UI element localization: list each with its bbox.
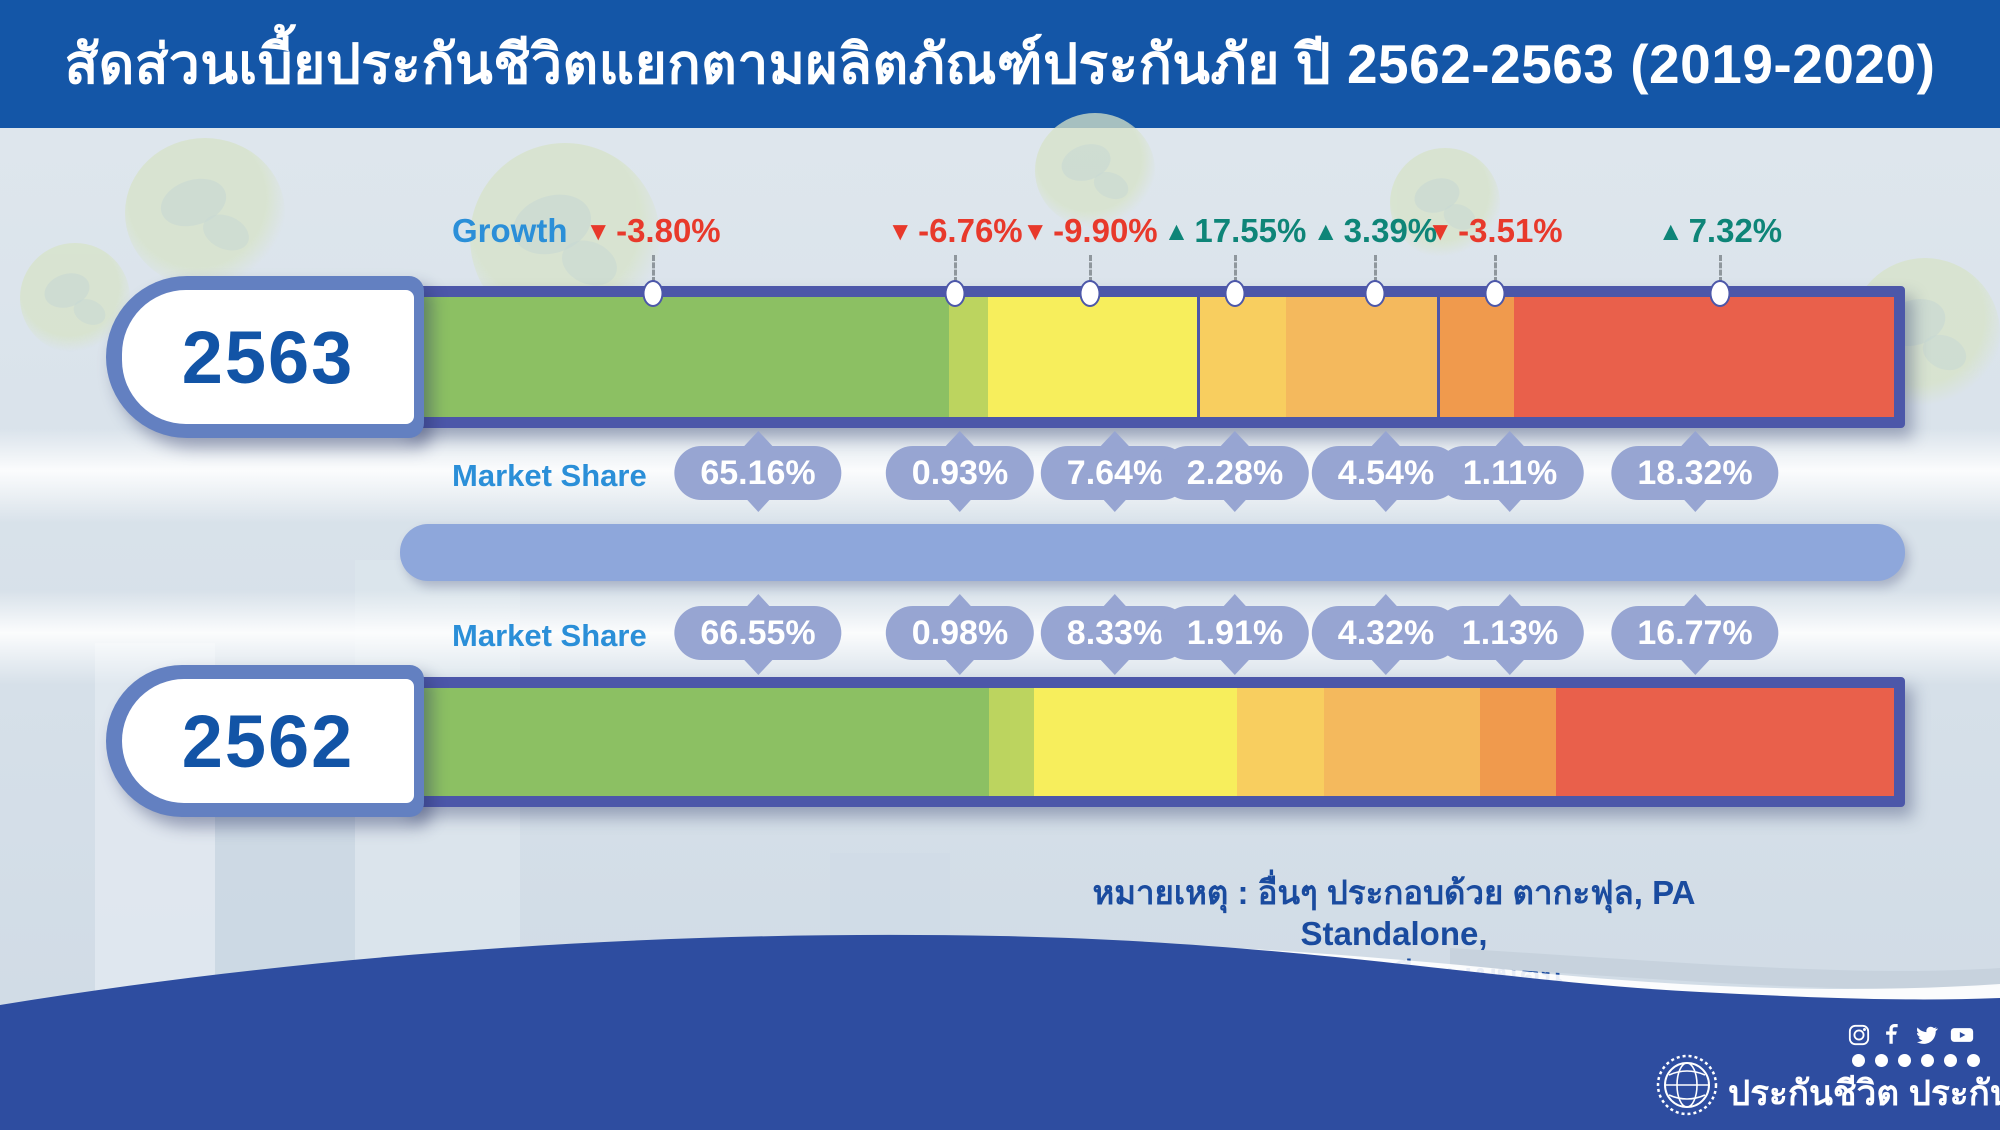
market-share-bubble: 18.32% [1611, 431, 1779, 512]
twitter-icon [1916, 1026, 1938, 1044]
triangle-down-icon: ▼ [1022, 216, 1049, 246]
market-share-bubble: 0.93% [885, 431, 1035, 512]
marker-dot [1709, 280, 1731, 307]
connector-dashed-line [652, 255, 655, 283]
growth-value: ▼ -3.51% [1427, 212, 1562, 250]
segment-2563-group [987, 297, 1200, 417]
association-logo [1656, 1054, 1718, 1121]
year-text: 2562 [181, 699, 355, 783]
wave-gray-stripe [1450, 948, 2000, 989]
segment-2563-riders [1514, 297, 1894, 417]
marker-dot [642, 280, 664, 307]
growth-value: ▲ 7.32% [1658, 212, 1782, 250]
growth-value: ▲ 3.39% [1313, 212, 1437, 250]
marker-dot [1484, 280, 1506, 307]
dot [1898, 1054, 1911, 1067]
growth-value: ▼ -9.90% [1022, 212, 1157, 250]
connector-dashed-line [1494, 255, 1497, 283]
page-title: สัดส่วนเบี้ยประกันชีวิตแยกตามผลิตภัณฑ์ปร… [64, 32, 1936, 95]
market-share-label-2563: Market Share [452, 458, 647, 493]
growth-row-label: Growth [452, 212, 568, 249]
growth-percent: -6.76% [918, 212, 1023, 249]
market-share-bubble: 2.28% [1160, 431, 1310, 512]
segment-2562-ordinary [411, 688, 990, 796]
title-bar: สัดส่วนเบี้ยประกันชีวิตแยกตามผลิตภัณฑ์ปร… [0, 0, 2000, 128]
segment-2562-others [1480, 688, 1556, 796]
connector-dashed-line [954, 255, 957, 283]
market-share-bubble: 0.98% [885, 594, 1035, 675]
triangle-down-icon: ▼ [1427, 216, 1454, 246]
segment-2562-group [1033, 688, 1237, 796]
marker-dot [1224, 280, 1246, 307]
segment-2562-pension [1237, 688, 1325, 796]
segment-2563-ordinary [411, 297, 950, 417]
segment-2562-industrial [989, 688, 1034, 796]
market-share-bubble: 16.77% [1611, 594, 1779, 675]
year-label-2562: 2562 [106, 665, 424, 817]
market-share-label-2562: Market Share [452, 618, 647, 653]
year-label-2563: 2563 [106, 276, 424, 438]
footer-wave [0, 934, 2000, 1130]
chart-canvas: Growth ▼ -3.80% ▼ -6.76% ▼ -9.90% ▲ 17.5… [0, 113, 2000, 1130]
segment-2563-investment-linked [1285, 297, 1441, 417]
footer-dots [1852, 1054, 1980, 1067]
dot [1921, 1054, 1934, 1067]
social-icons [1848, 1024, 1974, 1046]
growth-value: ▼ -6.76% [887, 212, 1022, 250]
segment-2562-riders [1555, 688, 1894, 796]
dot [1967, 1054, 1980, 1067]
market-share-bubble: 65.16% [674, 431, 842, 512]
instagram-icon [1848, 1024, 1870, 1046]
growth-percent: -3.51% [1458, 212, 1563, 249]
marker-dot [944, 280, 966, 307]
connector-dashed-line [1719, 255, 1722, 283]
segment-2563-others [1440, 297, 1515, 417]
marker-dot [1079, 280, 1101, 307]
segment-2562-investment-linked [1324, 688, 1481, 796]
stacked-bar-2563 [400, 286, 1905, 428]
connector-dashed-line [1234, 255, 1237, 283]
segment-2563-pension [1199, 297, 1286, 417]
triangle-up-icon: ▲ [1163, 216, 1190, 246]
dot [1875, 1054, 1888, 1067]
market-share-bubble: 1.91% [1160, 594, 1310, 675]
footer-tagline: ประกันชีวิต ประกันอนาคต [1728, 1074, 2000, 1113]
segment-2563-industrial [949, 297, 988, 417]
growth-percent: 3.39% [1343, 212, 1438, 249]
dot [1852, 1054, 1865, 1067]
facebook-icon [1886, 1024, 1898, 1044]
growth-percent: -9.90% [1053, 212, 1158, 249]
connector-dashed-line [1374, 255, 1377, 283]
triangle-up-icon: ▲ [1657, 216, 1684, 246]
market-share-bubble: 4.54% [1311, 431, 1461, 512]
marker-dot [1364, 280, 1386, 307]
virus-decoration [125, 138, 285, 288]
growth-percent: -3.80% [616, 212, 721, 249]
connector-dashed-line [1089, 255, 1092, 283]
triangle-down-icon: ▼ [887, 216, 914, 246]
category-band [400, 524, 1905, 581]
stacked-bar-2562 [400, 677, 1905, 807]
growth-percent: 17.55% [1194, 212, 1307, 249]
market-share-bubble: 1.11% [1436, 431, 1584, 512]
youtube-icon [1950, 1028, 1974, 1042]
growth-value: ▲ 17.55% [1164, 212, 1307, 250]
virus-decoration [1390, 148, 1500, 258]
market-share-bubble: 4.32% [1311, 594, 1461, 675]
virus-decoration [1035, 113, 1155, 228]
growth-value: ▼ -3.80% [585, 212, 720, 250]
market-share-bubble: 66.55% [674, 594, 842, 675]
year-text: 2563 [181, 315, 355, 399]
footnote-line-1: หมายเหตุ : อื่นๆ ประกอบด้วย ตากะฟุล, PA … [1092, 874, 1696, 953]
wave-blue-fill [0, 934, 2000, 1130]
dot [1944, 1054, 1957, 1067]
market-share-bubble: 1.13% [1435, 594, 1585, 675]
triangle-up-icon: ▲ [1312, 216, 1339, 246]
growth-percent: 7.32% [1688, 212, 1783, 249]
triangle-down-icon: ▼ [585, 216, 612, 246]
